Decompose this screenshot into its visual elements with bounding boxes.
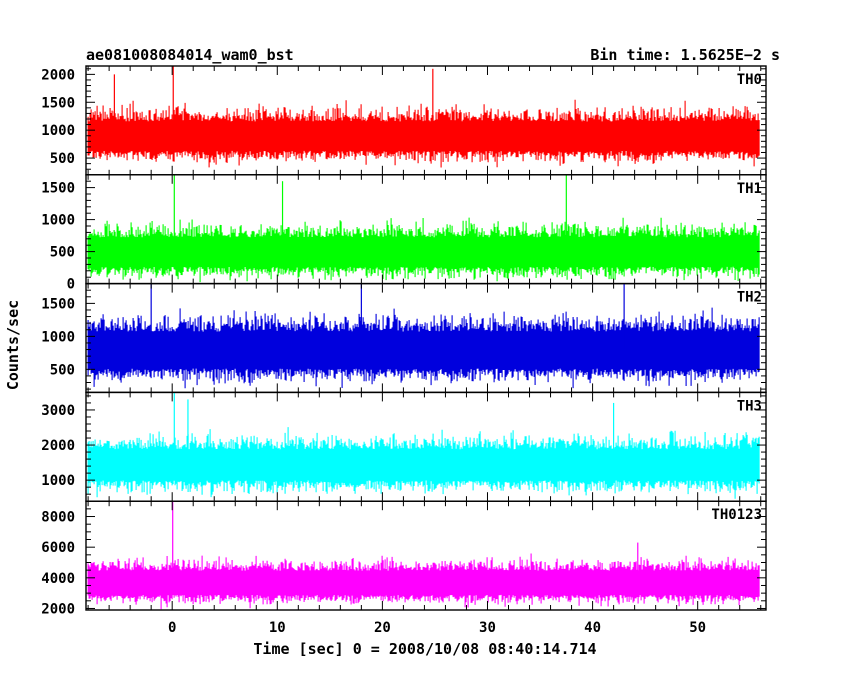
y-tick-label: 2000 <box>41 438 75 454</box>
x-tick-label: 20 <box>374 620 391 636</box>
y-tick-label: 3000 <box>41 403 75 419</box>
series-th1-trace <box>87 217 760 283</box>
x-tick-label: 10 <box>269 620 286 636</box>
y-tick-label: 1000 <box>41 473 75 489</box>
panel-th3: 1000 2000 3000 TH3 <box>41 391 767 502</box>
x-tick-label: 30 <box>479 620 496 636</box>
panel-label-th0: TH0 <box>737 72 762 88</box>
y-tick-label: 1000 <box>41 329 75 345</box>
y-tick-label: 1000 <box>41 213 75 229</box>
panel-label-th2: TH2 <box>737 290 762 306</box>
y-tick-label: 1500 <box>41 95 75 111</box>
x-tick-label: 50 <box>689 620 706 636</box>
y-tick-label: 6000 <box>41 540 75 556</box>
y-tick-label: 1000 <box>41 123 75 139</box>
y-tick-label: 2000 <box>41 601 75 617</box>
x-axis-title: Time [sec] 0 = 2008/10/08 08:40:14.714 <box>253 640 596 658</box>
y-tick-label: 1500 <box>41 181 75 197</box>
series-th0-trace <box>87 99 760 168</box>
x-tick-label: 0 <box>168 620 176 636</box>
y-tick-label: 500 <box>50 151 75 167</box>
y-axis-title: Counts/sec <box>4 300 22 390</box>
x-tick-label: 40 <box>584 620 601 636</box>
panel-label-th0123: TH0123 <box>711 507 762 523</box>
y-tick-label: 500 <box>50 245 75 261</box>
series-th0123-trace <box>87 553 760 610</box>
panel-label-th3: TH3 <box>737 398 762 414</box>
panel-th0: 500 1000 1500 2000 TH0 <box>41 65 767 176</box>
panel-frame-th0123 <box>85 500 767 611</box>
y-tick-label: 0 <box>67 277 75 293</box>
panel-th2: 500 1000 1500 TH2 <box>41 282 767 394</box>
panel-th1: 0 500 1000 1500 TH1 <box>41 174 767 293</box>
y-tick-label: 8000 <box>41 510 75 526</box>
y-tick-label: 500 <box>50 362 75 378</box>
y-tick-label: 1500 <box>41 296 75 312</box>
panel-label-th1: TH1 <box>737 181 762 197</box>
bin-time-label: Bin time: 1.5625E−2 s <box>590 46 780 64</box>
y-tick-label: 4000 <box>41 571 75 587</box>
series-th2-trace <box>87 307 760 389</box>
chart-title: ae081008084014_wam0_bst <box>86 46 294 64</box>
panel-th0123: 2000 4000 6000 8000 TH0123 <box>41 500 767 617</box>
series-th3-trace <box>87 427 760 499</box>
y-tick-label: 2000 <box>41 67 75 83</box>
